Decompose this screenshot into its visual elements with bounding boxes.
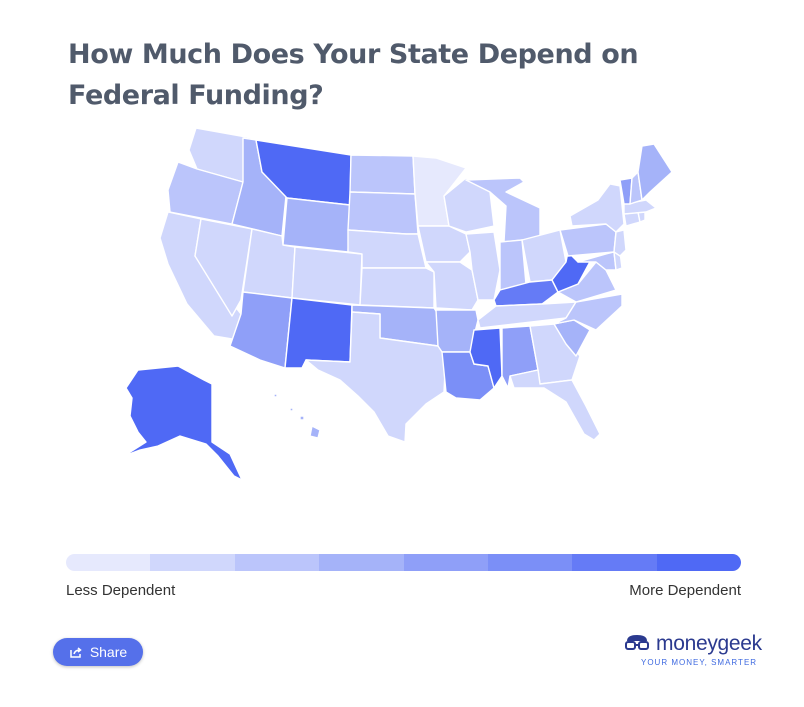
legend-segment-4 [319, 554, 404, 571]
brand-tagline: YOUR MONEY, SMARTER [641, 658, 758, 667]
state-PA[interactable] [559, 223, 617, 257]
state-ME[interactable] [637, 143, 673, 201]
state-CO[interactable] [291, 246, 363, 306]
state-RI[interactable] [637, 211, 646, 223]
legend-segment-7 [572, 554, 657, 571]
state-AK[interactable] [123, 365, 243, 481]
legend-less-label: Less Dependent [66, 582, 176, 599]
color-scale-legend [66, 554, 741, 571]
legend-segment-5 [403, 554, 488, 571]
legend-segment-3 [234, 554, 320, 571]
state-NM[interactable] [284, 297, 353, 369]
state-MS[interactable] [469, 327, 503, 389]
share-icon [70, 647, 82, 658]
state-HI[interactable] [273, 393, 321, 439]
state-FL[interactable] [509, 369, 601, 441]
legend-segment-8 [656, 554, 741, 571]
legend-more-label: More Dependent [629, 582, 741, 599]
share-button[interactable]: Share [53, 638, 143, 666]
state-MO[interactable] [425, 261, 479, 311]
page-title: How Much Does Your State Depend on Feder… [68, 39, 639, 111]
legend-segment-1 [66, 554, 151, 571]
state-TX[interactable] [305, 311, 447, 443]
brand-name: moneygeek [656, 632, 762, 655]
geek-glasses-icon [625, 635, 649, 650]
state-IN[interactable] [499, 239, 527, 291]
state-SD[interactable] [347, 191, 419, 235]
state-ND[interactable] [349, 154, 416, 195]
legend-segment-6 [487, 554, 573, 571]
state-NY[interactable] [569, 183, 625, 233]
state-IL[interactable] [465, 231, 501, 301]
share-label: Share [89, 644, 128, 660]
state-WY[interactable] [282, 197, 351, 253]
state-NC[interactable] [553, 293, 623, 331]
legend-segment-2 [150, 554, 235, 571]
moneygeek-logo: moneygeek YOUR MONEY, SMARTER [624, 632, 764, 672]
state-NJ[interactable] [613, 229, 627, 257]
state-KS[interactable] [359, 267, 435, 309]
state-MI[interactable] [465, 177, 541, 243]
state-WI[interactable] [443, 177, 495, 233]
